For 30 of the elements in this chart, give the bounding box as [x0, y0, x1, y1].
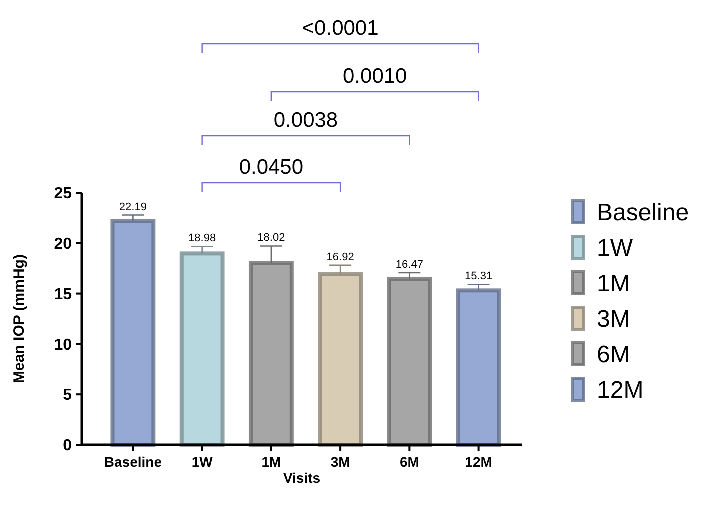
y-tick-label: 15: [54, 286, 72, 304]
legend-label: 3M: [597, 306, 630, 333]
x-tick-label: 1W: [192, 454, 214, 470]
text: <0.0001: [302, 17, 379, 40]
y-axis-title: Mean IOP (mmHg): [11, 254, 28, 384]
text: 0.0450: [239, 156, 304, 179]
x-tick-label: 6M: [400, 454, 420, 470]
data-label: 22.19: [119, 201, 147, 214]
y-tick-label: 25: [54, 186, 72, 203]
x-tick-label: 12M: [465, 454, 492, 470]
legend-label: 12M: [597, 376, 644, 404]
y-tick-label: 20: [54, 236, 72, 253]
data-label: 18.02: [258, 232, 286, 244]
data-label: 15.31: [465, 270, 493, 283]
data-label: 16.92: [326, 251, 354, 264]
x-tick-label: 3M: [330, 454, 350, 470]
legend-label: 1W: [597, 234, 634, 262]
y-tick-label: 0: [63, 438, 72, 455]
x-axis-title: Visits: [283, 470, 321, 486]
data-label: 18.98: [188, 232, 216, 245]
legend-label: Baseline: [597, 199, 690, 226]
y-tick-label: 10: [54, 336, 72, 354]
data-label: 16.47: [396, 258, 424, 271]
x-tick-label: 1M: [262, 454, 282, 470]
text: 0.0010: [343, 65, 408, 88]
legend-label: 6M: [597, 341, 630, 368]
legend-label: 1M: [597, 270, 630, 298]
x-tick-label: Baseline: [104, 454, 162, 470]
y-tick-label: 5: [63, 387, 72, 404]
text: 0.0038: [274, 109, 338, 132]
